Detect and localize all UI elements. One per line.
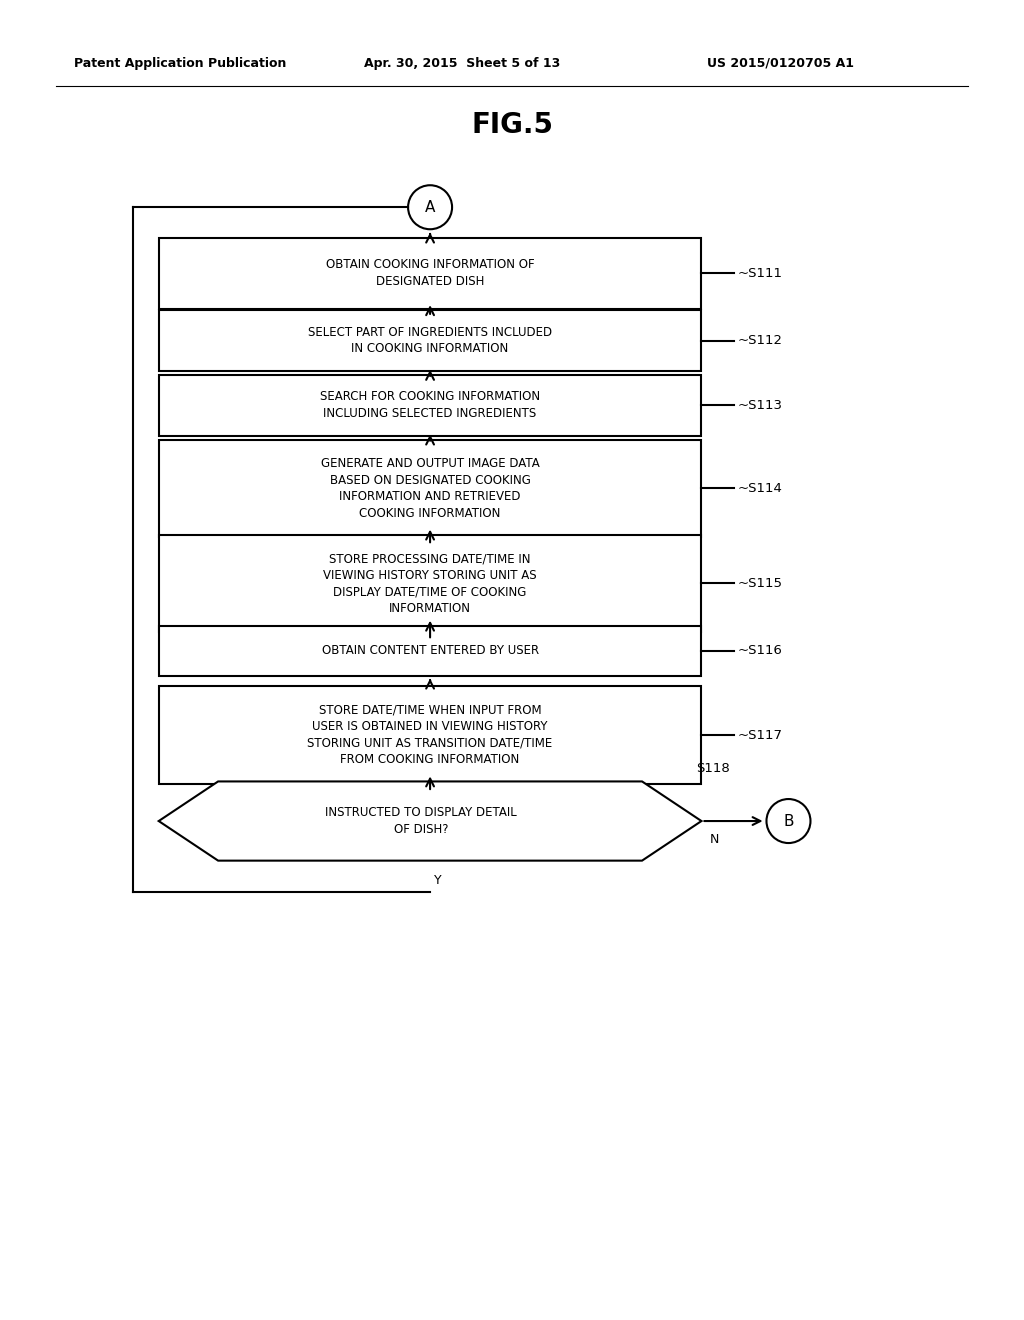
Text: B: B (783, 813, 794, 829)
Text: OBTAIN COOKING INFORMATION OF
DESIGNATED DISH: OBTAIN COOKING INFORMATION OF DESIGNATED… (326, 259, 535, 288)
Text: ~S117: ~S117 (737, 729, 782, 742)
Bar (159, 238, 701, 309)
Text: Y: Y (434, 874, 442, 887)
Bar (159, 440, 701, 537)
Text: ~S113: ~S113 (737, 399, 782, 412)
Text: A: A (425, 199, 435, 215)
Text: Patent Application Publication: Patent Application Publication (74, 57, 286, 70)
Bar (159, 310, 701, 371)
Text: STORE DATE/TIME WHEN INPUT FROM
USER IS OBTAINED IN VIEWING HISTORY
STORING UNIT: STORE DATE/TIME WHEN INPUT FROM USER IS … (307, 704, 553, 767)
Bar (159, 535, 701, 632)
Text: GENERATE AND OUTPUT IMAGE DATA
BASED ON DESIGNATED COOKING
INFORMATION AND RETRI: GENERATE AND OUTPUT IMAGE DATA BASED ON … (321, 457, 540, 520)
Text: S118: S118 (696, 762, 730, 775)
Text: FIG.5: FIG.5 (471, 111, 553, 140)
Text: ~S115: ~S115 (737, 577, 782, 590)
Text: Apr. 30, 2015  Sheet 5 of 13: Apr. 30, 2015 Sheet 5 of 13 (364, 57, 560, 70)
Text: ~S114: ~S114 (737, 482, 782, 495)
Text: ~S111: ~S111 (737, 267, 782, 280)
Bar (159, 375, 701, 436)
Polygon shape (159, 781, 701, 861)
Text: OBTAIN CONTENT ENTERED BY USER: OBTAIN CONTENT ENTERED BY USER (322, 644, 539, 657)
Text: N: N (710, 833, 719, 846)
Text: SELECT PART OF INGREDIENTS INCLUDED
IN COOKING INFORMATION: SELECT PART OF INGREDIENTS INCLUDED IN C… (308, 326, 552, 355)
Text: ~S112: ~S112 (737, 334, 782, 347)
Text: ~S116: ~S116 (737, 644, 782, 657)
Text: SEARCH FOR COOKING INFORMATION
INCLUDING SELECTED INGREDIENTS: SEARCH FOR COOKING INFORMATION INCLUDING… (321, 391, 540, 420)
Text: INSTRUCTED TO DISPLAY DETAIL
OF DISH?: INSTRUCTED TO DISPLAY DETAIL OF DISH? (326, 807, 517, 836)
Text: US 2015/0120705 A1: US 2015/0120705 A1 (707, 57, 854, 70)
Bar (159, 686, 701, 784)
Text: STORE PROCESSING DATE/TIME IN
VIEWING HISTORY STORING UNIT AS
DISPLAY DATE/TIME : STORE PROCESSING DATE/TIME IN VIEWING HI… (324, 552, 537, 615)
Bar (159, 626, 701, 676)
